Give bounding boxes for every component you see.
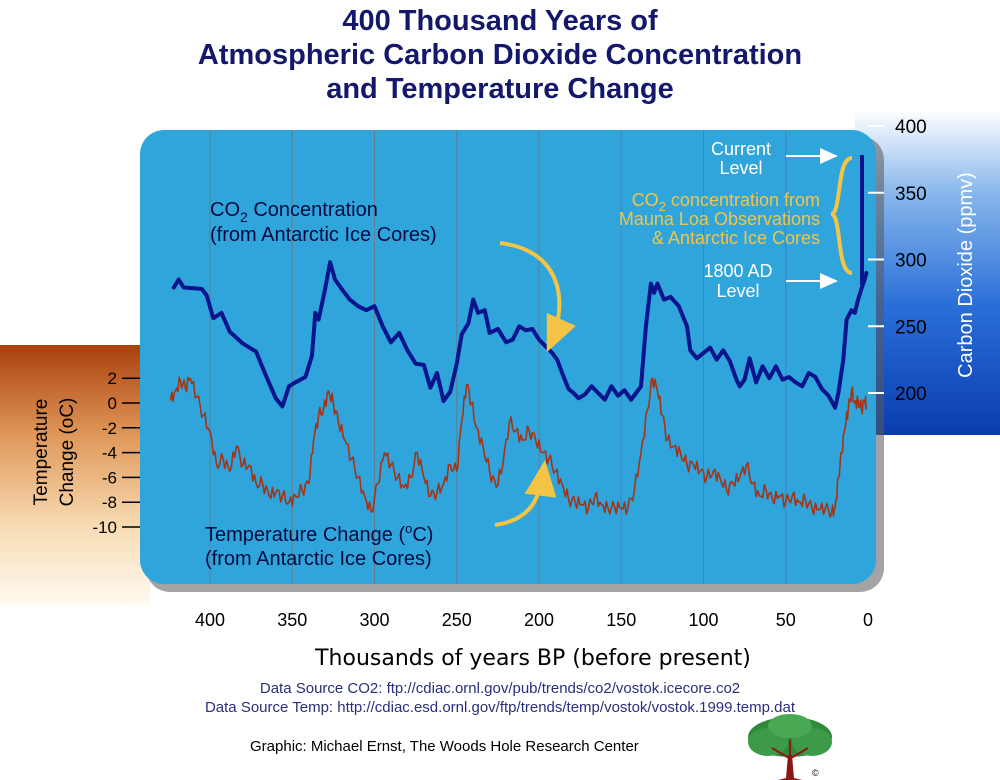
- x-tick-label: 200: [524, 610, 554, 630]
- left-tick-label: -6: [102, 468, 117, 487]
- left-tick-label: -2: [102, 419, 117, 438]
- co2-pointer-arrow: [499, 241, 576, 353]
- 1800-level-label: 1800 AD: [703, 261, 772, 281]
- current-level-sublabel: Level: [719, 158, 762, 178]
- chart-title: 400 Thousand Years of Atmospheric Carbon…: [0, 4, 1000, 106]
- right-tick-label: 300: [895, 251, 927, 272]
- right-tick-label: 250: [895, 317, 927, 338]
- right-axis-ticks: 400 350 300 250 200: [868, 117, 927, 405]
- mauna-loa-label-3: & Antarctic Ice Cores: [652, 228, 820, 248]
- right-axis-title: Carbon Dioxide (ppmv): [955, 172, 977, 378]
- x-axis-title: Thousands of years BP (before present): [314, 646, 751, 671]
- x-tick-label: 150: [606, 610, 636, 630]
- temp-pointer-arrow: [494, 460, 557, 527]
- temp-series-sublabel: (from Antarctic Ice Cores): [205, 548, 432, 570]
- left-tick-label: 0: [108, 394, 117, 413]
- left-tick-label: -8: [102, 493, 117, 512]
- right-tick-label: 400: [895, 117, 927, 138]
- right-tick-label: 200: [895, 384, 927, 405]
- title-line-3: and Temperature Change: [326, 73, 674, 105]
- temperature-axis-band: [0, 345, 150, 605]
- graphic-credit: Graphic: Michael Ernst, The Woods Hole R…: [250, 738, 639, 755]
- data-source-temp: Data Source Temp: http://cdiac.esd.ornl.…: [204, 699, 796, 716]
- co2-series-label: CO2 Concentration: [210, 199, 378, 225]
- mauna-loa-label-1: CO2 concentration from: [632, 190, 820, 214]
- data-source-co2: Data Source CO2: ftp://cdiac.ornl.gov/pu…: [259, 680, 741, 697]
- x-tick-label: 400: [195, 610, 225, 630]
- plot-panel: [140, 130, 876, 584]
- x-tick-label: 100: [688, 610, 718, 630]
- right-tick-label: 350: [895, 184, 927, 205]
- x-tick-label: 300: [359, 610, 389, 630]
- x-axis-ticks: 400 350 300 250 200 150 100 50 0: [195, 610, 873, 630]
- x-tick-label: 0: [863, 610, 873, 630]
- x-tick-label: 250: [442, 610, 472, 630]
- left-axis-ticks: 2 0 -2 -4 -6 -8 -10: [92, 369, 140, 537]
- logo-copyright: ©: [812, 768, 819, 778]
- left-axis-title-1: Temperature: [31, 399, 52, 506]
- tree-logo-icon: ©: [748, 714, 832, 780]
- left-tick-label: 2: [108, 369, 117, 388]
- 1800-level-sublabel: Level: [716, 281, 759, 301]
- co2-series-sublabel: (from Antarctic Ice Cores): [210, 224, 437, 246]
- x-tick-label: 50: [776, 610, 796, 630]
- left-tick-label: -4: [102, 444, 117, 463]
- left-tick-label: -10: [92, 518, 117, 537]
- temp-series-label: Temperature Change (oC): [205, 521, 433, 546]
- temperature-series-line: [169, 376, 868, 518]
- co2-series-line: [171, 260, 869, 410]
- title-line-2: Atmospheric Carbon Dioxide Concentration: [197, 39, 803, 71]
- current-level-label: Current: [711, 139, 771, 159]
- left-axis-title-2: Change (oC): [57, 398, 78, 507]
- title-line-1: 400 Thousand Years of: [342, 5, 658, 37]
- x-tick-label: 350: [277, 610, 307, 630]
- mauna-loa-label-2: Mauna Loa Observations: [619, 209, 820, 229]
- mauna-loa-brace: [830, 156, 853, 275]
